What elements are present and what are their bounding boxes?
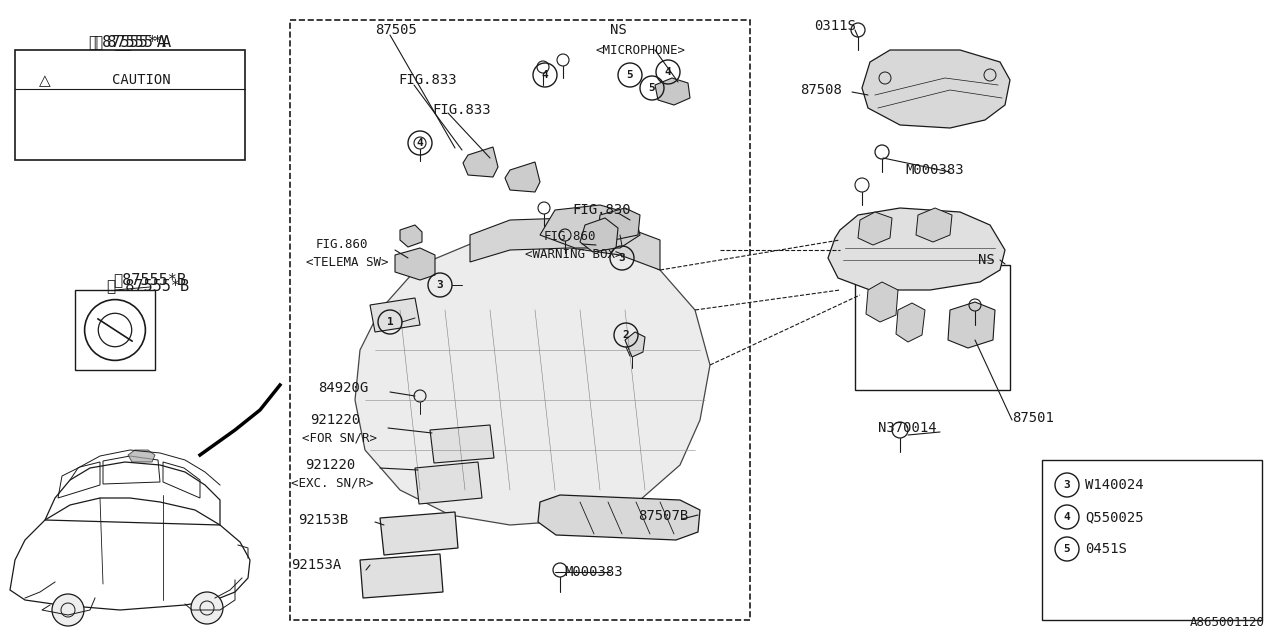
Polygon shape	[861, 50, 1010, 128]
Polygon shape	[360, 554, 443, 598]
Polygon shape	[540, 205, 640, 248]
Polygon shape	[598, 208, 640, 240]
Text: 0451S: 0451S	[1085, 542, 1126, 556]
Text: ① 87555*A: ① 87555*A	[88, 35, 172, 49]
Text: 92153A: 92153A	[291, 558, 342, 572]
Bar	[855, 265, 1010, 390]
Polygon shape	[415, 462, 483, 504]
Text: Q550025: Q550025	[1085, 510, 1143, 524]
Polygon shape	[399, 225, 422, 247]
Polygon shape	[867, 282, 899, 322]
Text: 5: 5	[649, 83, 655, 93]
Text: 92153B: 92153B	[298, 513, 348, 527]
Text: A865001120: A865001120	[1190, 616, 1265, 628]
Polygon shape	[896, 303, 925, 342]
Text: 3: 3	[1064, 480, 1070, 490]
Polygon shape	[916, 208, 952, 242]
Text: 1: 1	[387, 317, 393, 327]
Text: M000383: M000383	[905, 163, 964, 177]
Text: 87501: 87501	[1012, 411, 1053, 425]
Bar	[291, 20, 750, 620]
Text: ②87555*B: ②87555*B	[114, 273, 187, 287]
Text: 87505: 87505	[375, 23, 417, 37]
Bar	[15, 50, 244, 160]
Text: FIG.860: FIG.860	[316, 239, 369, 252]
Text: FIG.830: FIG.830	[572, 203, 631, 217]
Text: CAUTION: CAUTION	[113, 74, 170, 88]
Text: NS: NS	[611, 23, 627, 37]
Polygon shape	[396, 248, 435, 280]
Polygon shape	[948, 302, 995, 348]
Text: 0311S: 0311S	[814, 19, 856, 33]
Polygon shape	[463, 147, 498, 177]
Polygon shape	[370, 298, 420, 332]
Polygon shape	[858, 212, 892, 245]
Polygon shape	[128, 450, 155, 462]
Text: <EXC. SN/R>: <EXC. SN/R>	[291, 477, 374, 490]
Text: 87507B: 87507B	[637, 509, 689, 523]
Text: M000383: M000383	[564, 565, 622, 579]
Polygon shape	[625, 332, 645, 357]
Polygon shape	[470, 218, 660, 270]
Polygon shape	[828, 208, 1005, 290]
Polygon shape	[538, 495, 700, 540]
Polygon shape	[380, 512, 458, 555]
Text: △: △	[40, 73, 51, 88]
Text: ② 87555*B: ② 87555*B	[108, 278, 189, 294]
Text: 5: 5	[1064, 544, 1070, 554]
Circle shape	[52, 594, 84, 626]
Text: 84920G: 84920G	[317, 381, 369, 395]
Text: 3: 3	[436, 280, 443, 290]
Polygon shape	[430, 425, 494, 463]
Text: 87508: 87508	[800, 83, 842, 97]
Text: 4: 4	[416, 138, 424, 148]
Circle shape	[191, 592, 223, 624]
Bar	[1042, 460, 1262, 620]
Text: <FOR SN/R>: <FOR SN/R>	[302, 431, 378, 445]
Text: 5: 5	[627, 70, 634, 80]
Text: 4: 4	[541, 70, 548, 80]
Text: ①87555*A: ①87555*A	[93, 35, 166, 49]
Text: 921220: 921220	[305, 458, 356, 472]
Text: <TELEMA SW>: <TELEMA SW>	[306, 257, 389, 269]
Polygon shape	[655, 78, 690, 105]
Text: 4: 4	[664, 67, 672, 77]
Polygon shape	[506, 162, 540, 192]
Text: 4: 4	[1064, 512, 1070, 522]
Text: W140024: W140024	[1085, 478, 1143, 492]
Text: NS: NS	[978, 253, 995, 267]
Text: FIG.833: FIG.833	[398, 73, 457, 87]
Text: FIG.833: FIG.833	[433, 103, 490, 117]
Polygon shape	[580, 218, 618, 252]
Polygon shape	[355, 235, 710, 525]
Text: <WARNING BOX>: <WARNING BOX>	[525, 248, 622, 260]
Bar	[76, 290, 155, 370]
Text: N370014: N370014	[878, 421, 937, 435]
Text: 2: 2	[622, 330, 630, 340]
Text: 921220: 921220	[310, 413, 360, 427]
Text: <MICROPHONE>: <MICROPHONE>	[595, 44, 685, 56]
Text: FIG.860: FIG.860	[544, 230, 596, 243]
Text: 3: 3	[618, 253, 626, 263]
